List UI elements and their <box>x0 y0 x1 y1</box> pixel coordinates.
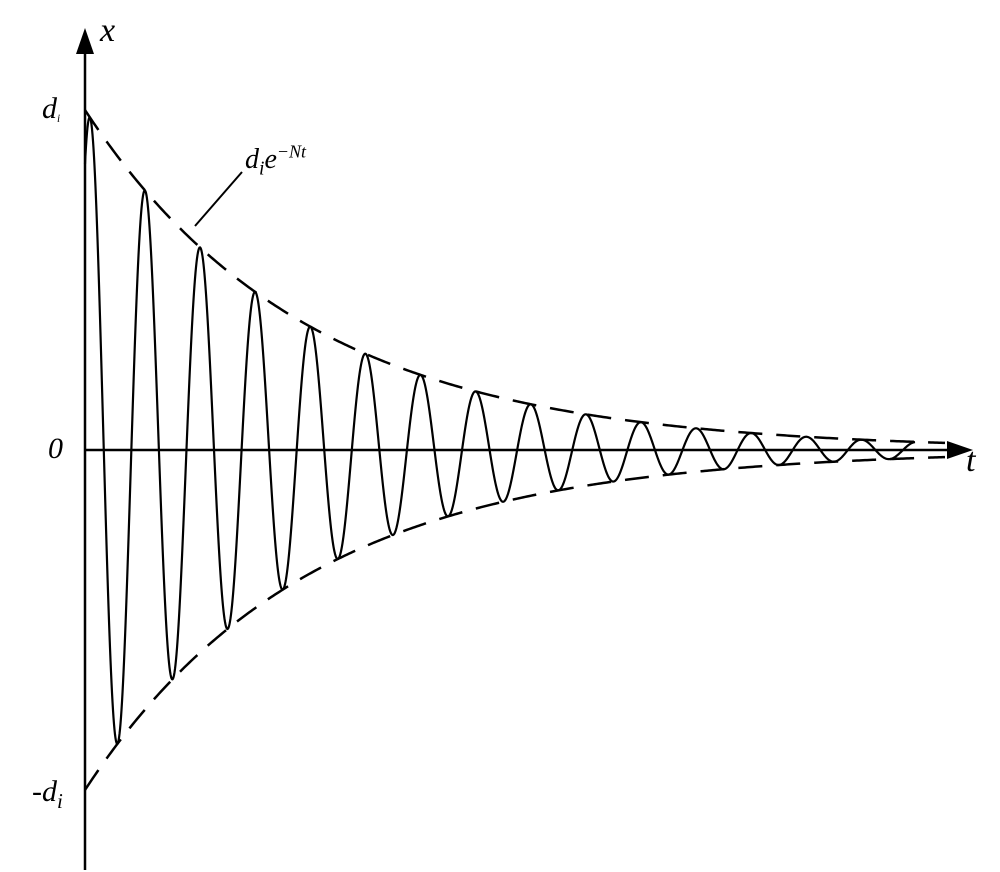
envelope-formula-label: die−Nt <box>245 142 306 181</box>
upper-envelope <box>85 110 945 443</box>
damped-oscillation-curve <box>85 117 915 743</box>
lower-envelope <box>85 457 945 790</box>
damped-oscillation-plot <box>0 0 1000 872</box>
upper-tick-label: di <box>42 92 60 126</box>
origin-label: 0 <box>48 432 63 466</box>
x-axis-label: x <box>100 12 115 50</box>
formula-pointer-line <box>195 172 242 226</box>
lower-tick-label: -di <box>32 775 63 814</box>
t-axis-label: t <box>966 442 975 480</box>
